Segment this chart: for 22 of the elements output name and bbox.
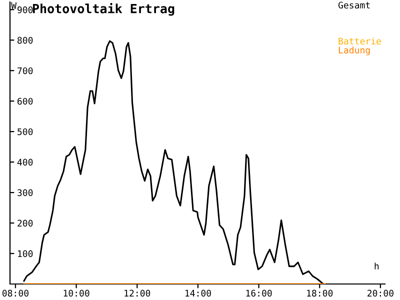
y-tick-label: 200 [18,220,33,227]
text: Ladung [338,46,370,56]
x-axis-title: h [374,262,379,270]
x-tick-label: 18:00 [307,290,333,297]
x-tick-label: 16:00 [246,290,272,297]
x-tick-label: 14:00 [185,290,211,297]
y-tick-label: 500 [18,128,33,136]
x-tick-label: 10:00 [64,290,90,297]
y-tick-label: 700 [18,67,33,74]
y-tick-label: 100 [18,250,33,258]
y-tick-label: 300 [18,189,33,196]
x-tick-label: 20:00 [368,290,394,297]
y-tick-label: 400 [17,158,33,166]
y-axis-title: W [11,2,17,9]
legend-label: Batterie [338,38,381,45]
chart-title: Photovoltaik Ertrag [32,2,174,16]
y-tick-label: 900 [18,6,33,14]
text: Gesamt [338,2,370,9]
x-tick-label: 08:00 [2,290,28,297]
x-tick-label: 12:00 [124,290,150,297]
y-tick-label: 800 [18,36,33,44]
y-tick-label: 600 [18,98,33,105]
